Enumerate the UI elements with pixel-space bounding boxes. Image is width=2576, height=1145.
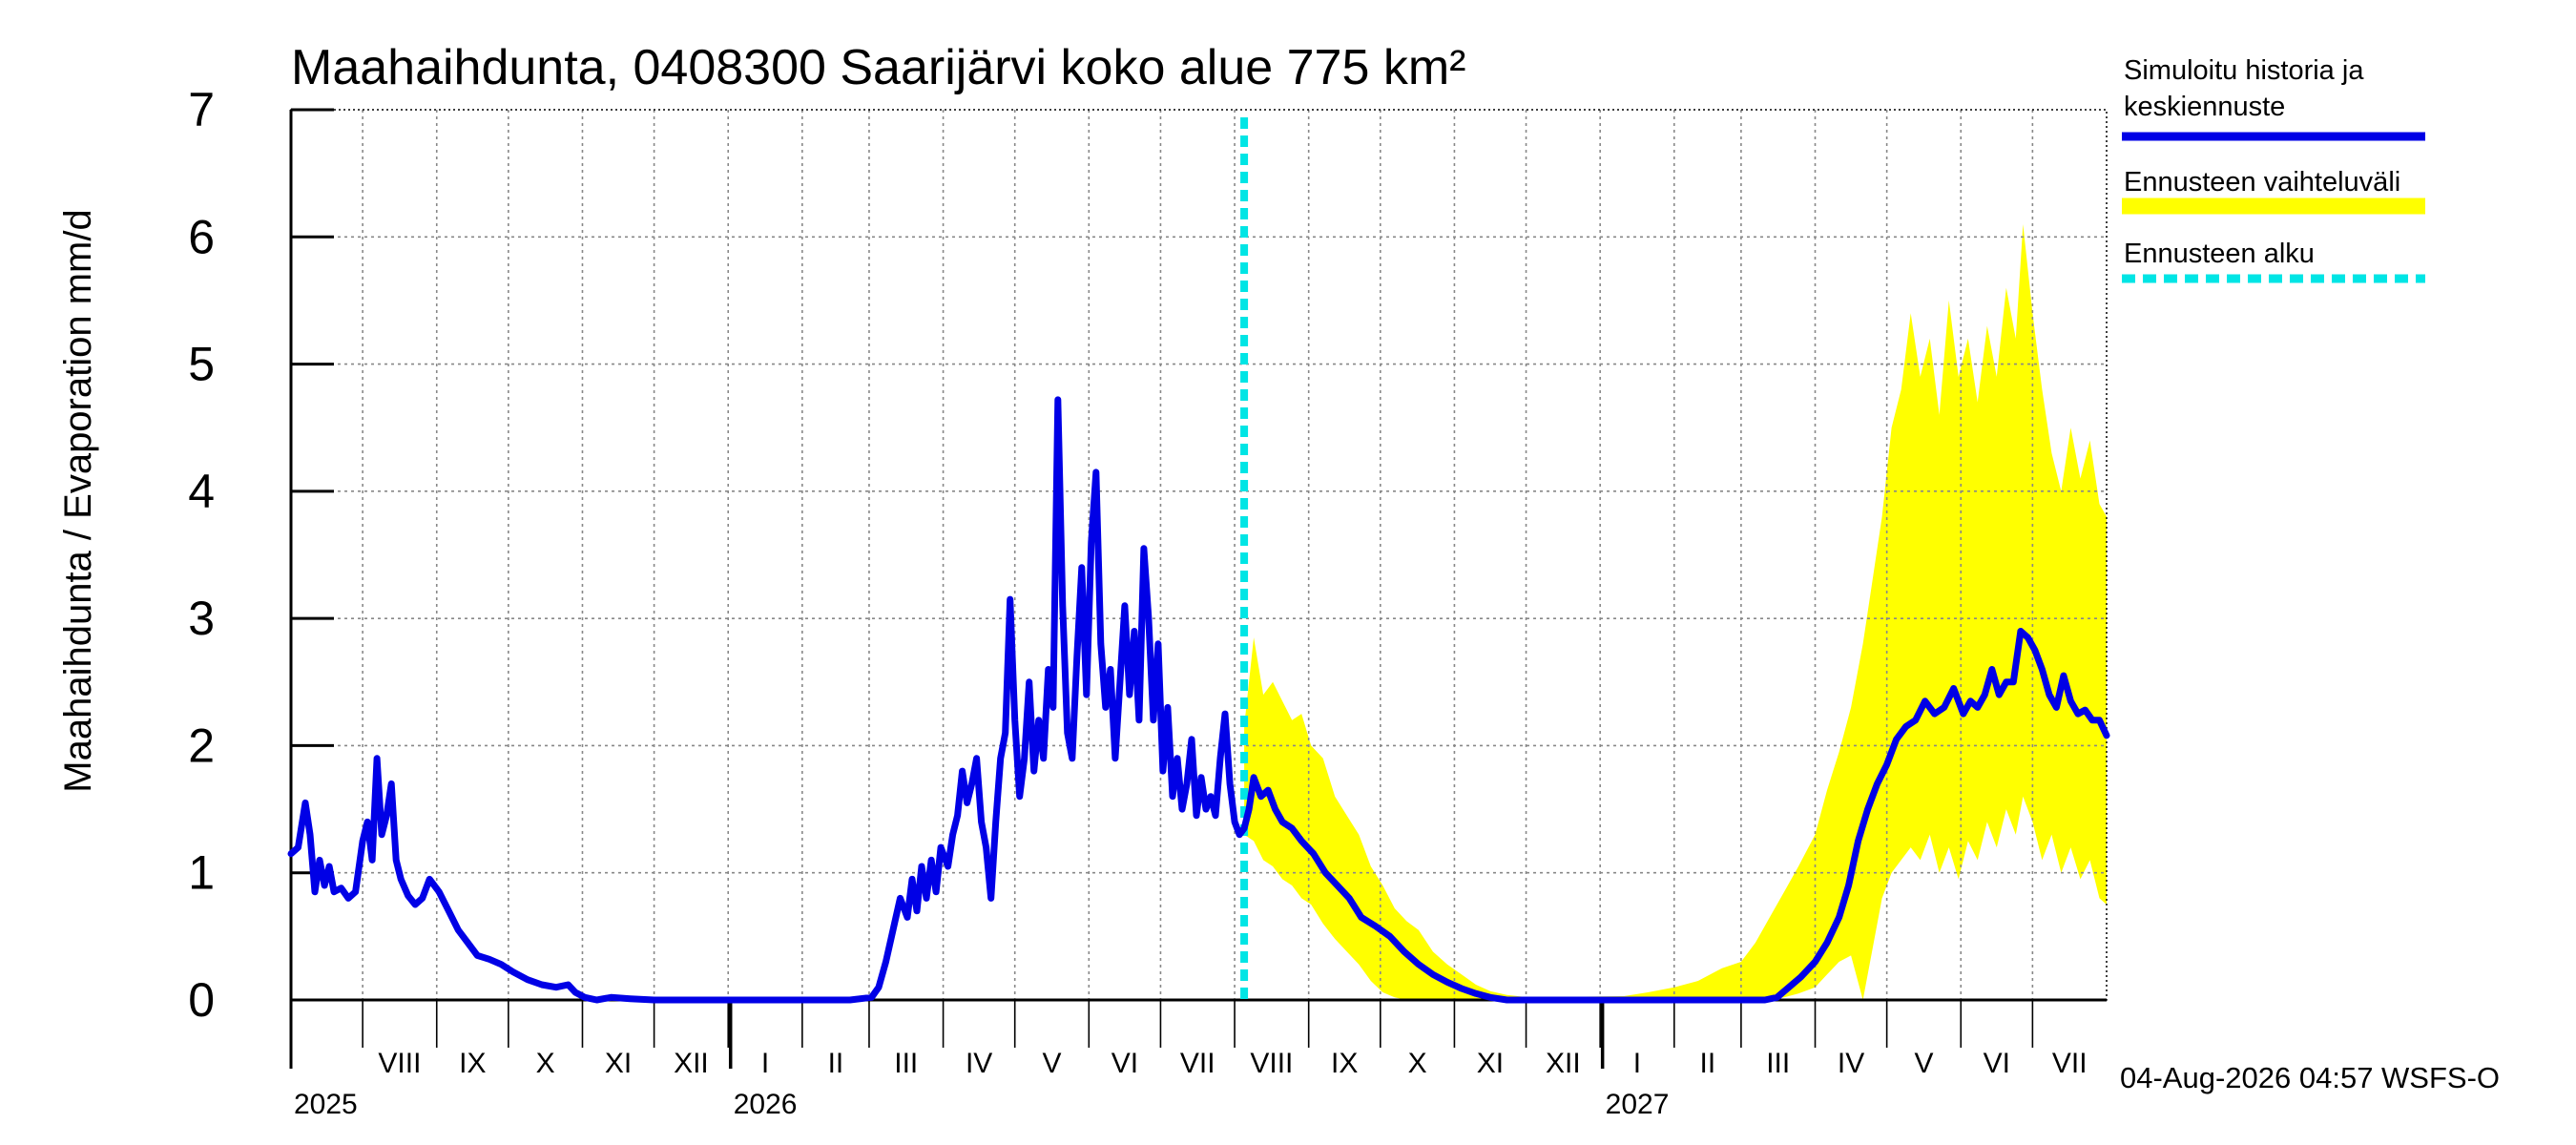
- month-label: VII: [2052, 1048, 2088, 1079]
- chart-title: Maahaihdunta, 0408300 Saarijärvi koko al…: [291, 40, 1465, 95]
- month-label: VIII: [378, 1048, 421, 1079]
- legend-label: Simuloitu historia ja: [2124, 55, 2364, 86]
- y-tick-labels: 0 1 2 3 4 5 6 7: [188, 83, 215, 1027]
- month-label: VII: [1180, 1048, 1215, 1079]
- month-label: XII: [674, 1048, 709, 1079]
- y-tick-label: 4: [188, 465, 215, 518]
- year-labels: 2025 2026 2027: [294, 1089, 1669, 1120]
- year-label: 2025: [294, 1089, 358, 1120]
- y-tick-label: 7: [188, 83, 215, 136]
- month-label: I: [761, 1048, 769, 1079]
- series-line-simulated: [287, 396, 2110, 1004]
- y-tick-label: 2: [188, 718, 215, 772]
- month-label: X: [1408, 1048, 1427, 1079]
- y-tick-label: 6: [188, 210, 215, 263]
- month-label: IX: [459, 1048, 486, 1079]
- y-tick-label: 1: [188, 846, 215, 900]
- month-label: VI: [1984, 1048, 2010, 1079]
- month-label: XI: [605, 1048, 632, 1079]
- footer-timestamp: 04-Aug-2026 04:57 WSFS-O: [2120, 1061, 2500, 1094]
- month-label: VI: [1111, 1048, 1138, 1079]
- month-label: III: [894, 1048, 918, 1079]
- legend-label: Ennusteen vaihteluväli: [2124, 167, 2400, 198]
- month-label: II: [828, 1048, 844, 1079]
- month-label: IV: [966, 1048, 992, 1079]
- plot-frame: [289, 108, 2108, 1069]
- month-label: XI: [1477, 1048, 1504, 1079]
- forecast-band-area: [1244, 224, 2107, 1000]
- series-lines: [287, 396, 2110, 1004]
- month-label: V: [1914, 1048, 1933, 1079]
- month-label: I: [1633, 1048, 1641, 1079]
- legend: Simuloitu historia ja keskiennuste Ennuste…: [2122, 55, 2425, 283]
- month-label: VIII: [1250, 1048, 1293, 1079]
- y-axis-label: Maahaihdunta / Evaporation mm/d: [57, 209, 99, 792]
- month-label: III: [1766, 1048, 1790, 1079]
- month-label: X: [536, 1048, 555, 1079]
- month-label: XII: [1546, 1048, 1581, 1079]
- year-label: 2027: [1606, 1089, 1670, 1120]
- legend-label: Ennusteen alku: [2124, 239, 2315, 269]
- legend-label: keskiennuste: [2124, 92, 2285, 122]
- month-label: IX: [1331, 1048, 1358, 1079]
- y-tick-label: 5: [188, 338, 215, 391]
- y-tick-label: 3: [188, 592, 215, 645]
- month-label: II: [1700, 1048, 1716, 1079]
- forecast-range-band: [1244, 224, 2107, 1000]
- y-tick-label: 0: [188, 973, 215, 1027]
- month-label: V: [1042, 1048, 1061, 1079]
- month-labels: VIII IX X XI XII I II III IV V VI VII VIII IX X XI XII I I…: [378, 1048, 2087, 1079]
- year-label: 2026: [734, 1089, 798, 1120]
- month-label: IV: [1838, 1048, 1864, 1079]
